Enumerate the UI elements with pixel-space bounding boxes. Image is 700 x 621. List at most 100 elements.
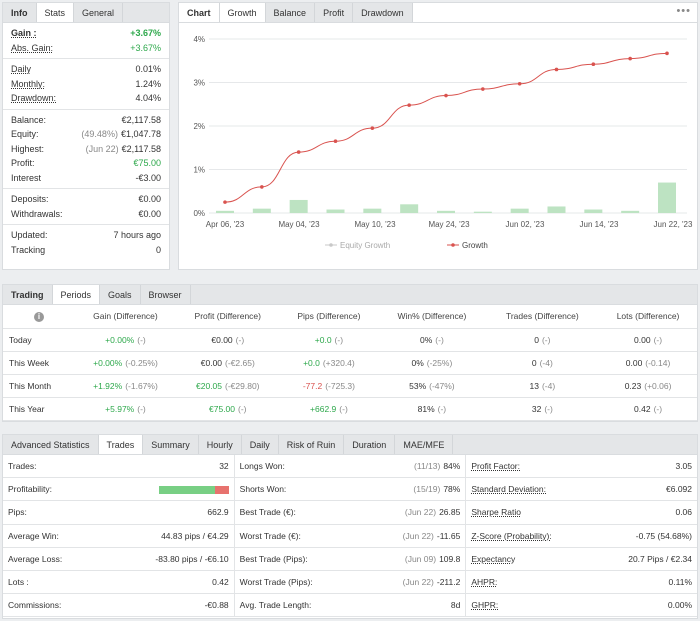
chart-menu-icon[interactable]: ••• bbox=[676, 5, 691, 17]
stat-value-note: (Jun 22) bbox=[402, 577, 434, 588]
growth-point bbox=[628, 56, 632, 61]
info-row: Updated: 7 hours ago bbox=[3, 228, 169, 243]
tab-risk-of-ruin[interactable]: Risk of Ruin bbox=[278, 435, 345, 454]
profit-bar bbox=[326, 209, 345, 213]
stat-value-wrap: 662.9 bbox=[207, 507, 228, 517]
stat-label: Worst Trade (€): bbox=[239, 530, 301, 541]
profit-bar bbox=[363, 208, 382, 213]
info-icon[interactable]: i bbox=[34, 311, 44, 322]
tab-drawdown[interactable]: Drawdown bbox=[353, 3, 413, 22]
tab-duration[interactable]: Duration bbox=[344, 435, 396, 454]
period-value: €0.00 bbox=[211, 334, 233, 345]
growth-chart: 0% 1% 2% 3% 4% Apr 06, '23 May 04, '23 May 10, … bbox=[193, 35, 693, 250]
period-value: €75.00 bbox=[209, 403, 236, 414]
info-label: Equity: bbox=[11, 129, 39, 140]
periods-header-row: i Gain (Difference) Profit (Difference) Pip… bbox=[3, 305, 697, 329]
period-cell: €75.00 (-) bbox=[175, 397, 280, 421]
periods-column-header: Profit (Difference) bbox=[175, 305, 280, 329]
stat-value-note: (Jun 09) bbox=[404, 553, 437, 564]
period-value: +1.92% bbox=[93, 380, 123, 391]
info-label: Balance: bbox=[11, 114, 47, 125]
period-difference: (-€29.80) bbox=[225, 380, 260, 391]
stat-row: Trades: 32 bbox=[3, 455, 234, 479]
info-value: 7 hours ago bbox=[113, 230, 161, 241]
stat-row: Average Win: 44.83 pips / €4.29 bbox=[3, 525, 234, 548]
period-difference: (-) bbox=[238, 403, 247, 414]
tab-general[interactable]: General bbox=[74, 3, 124, 22]
tab-growth[interactable]: Growth bbox=[219, 3, 266, 22]
stat-label: Expectancy bbox=[471, 553, 516, 564]
tab-stats[interactable]: Stats bbox=[36, 3, 75, 22]
info-label: Gain : bbox=[11, 28, 37, 39]
table-row: This Week +0.00% (-0.25%) €0.00 (-€2.65) +0.0… bbox=[3, 351, 697, 375]
stat-value-wrap: 3.05 bbox=[675, 461, 692, 471]
info-divider bbox=[3, 224, 169, 225]
stat-label: Profit Factor: bbox=[471, 461, 520, 472]
info-value-wrap: +3.67% bbox=[130, 28, 161, 38]
info-label: Drawdown: bbox=[11, 93, 57, 104]
info-value-wrap: 7 hours ago bbox=[113, 230, 161, 240]
tab-profit[interactable]: Profit bbox=[315, 3, 354, 22]
stat-value: 0.11% bbox=[668, 577, 693, 588]
stat-value: 26.85 bbox=[439, 507, 461, 518]
tab-chart[interactable]: Chart bbox=[179, 3, 220, 22]
tab-advanced-statistics[interactable]: Advanced Statistics bbox=[3, 435, 99, 454]
tab-balance[interactable]: Balance bbox=[265, 3, 316, 22]
period-difference: (-) bbox=[653, 403, 663, 414]
tab-summary[interactable]: Summary bbox=[143, 435, 199, 454]
info-label: Monthly: bbox=[11, 78, 46, 89]
tab-info[interactable]: Info bbox=[3, 3, 37, 22]
tab-hourly[interactable]: Hourly bbox=[198, 435, 242, 454]
stat-value-wrap: -€0.88 bbox=[205, 600, 229, 610]
profit-bar bbox=[216, 210, 234, 213]
stat-label: Average Loss: bbox=[8, 553, 63, 564]
growth-point bbox=[591, 62, 596, 67]
stat-value: -211.2 bbox=[436, 577, 461, 588]
tab-mae-mfe[interactable]: MAE/MFE bbox=[395, 435, 454, 454]
period-cell: 0.00 (-) bbox=[599, 328, 697, 352]
period-difference: (-47%) bbox=[429, 380, 455, 391]
stat-row: Shorts Won: (15/19) 78% bbox=[234, 478, 466, 502]
tab-browser[interactable]: Browser bbox=[140, 285, 191, 304]
info-label: Withdrawals: bbox=[11, 208, 63, 219]
stat-value-wrap: €6.092 bbox=[666, 484, 692, 494]
tab-goals[interactable]: Goals bbox=[100, 285, 141, 304]
tab-trades[interactable]: Trades bbox=[98, 435, 144, 454]
legend-equity-label: Equity Growth bbox=[340, 241, 390, 250]
info-value: €2,117.58 bbox=[121, 114, 161, 125]
period-difference: (-) bbox=[544, 403, 553, 414]
legend-equity-marker-icon bbox=[329, 243, 333, 247]
advanced-stats-panel: Advanced Statistics Trades Summary Hourly Da… bbox=[2, 434, 698, 619]
tab-periods[interactable]: Periods bbox=[52, 285, 101, 304]
growth-point bbox=[554, 67, 559, 72]
info-value-wrap: (Jun 22) €2,117.58 bbox=[86, 144, 161, 154]
info-value-wrap: €0.00 bbox=[138, 194, 161, 204]
period-value: +5.97% bbox=[105, 403, 135, 414]
stat-value: 78% bbox=[443, 484, 461, 495]
stat-value-wrap: 32 bbox=[219, 461, 228, 471]
stat-value-wrap: 44.83 pips / €4.29 bbox=[161, 531, 229, 541]
tab-trading[interactable]: Trading bbox=[3, 285, 53, 304]
stat-value-note: (15/19) bbox=[413, 484, 441, 495]
periods-column-header: Pips (Difference) bbox=[279, 305, 379, 329]
stat-row: Worst Trade (Pips): (Jun 22) -211.2 bbox=[234, 571, 466, 595]
info-value: €1,047.78 bbox=[120, 129, 161, 140]
stat-row: Z-Score (Probability): -0.75 (54.68%) bbox=[466, 525, 698, 548]
stat-row: Best Trade (Pips): (Jun 09) 109.8 bbox=[234, 548, 466, 571]
stat-row: Expectancy 20.7 Pips / €2.34 bbox=[466, 548, 698, 571]
x-tick-label: Jun 22, '23 bbox=[654, 220, 693, 229]
period-difference: (-) bbox=[541, 334, 551, 345]
info-label: Highest: bbox=[11, 143, 45, 154]
tab-daily[interactable]: Daily bbox=[241, 435, 279, 454]
period-value: €0.00 bbox=[200, 357, 223, 368]
profit-bar bbox=[658, 182, 676, 213]
stat-value: 8d bbox=[450, 600, 461, 611]
stat-value-wrap: -0.75 (54.68%) bbox=[636, 531, 692, 541]
info-row: Deposits: €0.00 bbox=[3, 192, 169, 207]
stat-value: 0.42 bbox=[212, 577, 229, 588]
stat-value-wrap: 0.06 bbox=[675, 507, 692, 517]
period-value: 53% bbox=[409, 380, 427, 391]
x-tick-label: May 04, '23 bbox=[278, 220, 320, 229]
info-value: 0.01% bbox=[135, 64, 161, 75]
period-label: This Year bbox=[3, 397, 75, 421]
